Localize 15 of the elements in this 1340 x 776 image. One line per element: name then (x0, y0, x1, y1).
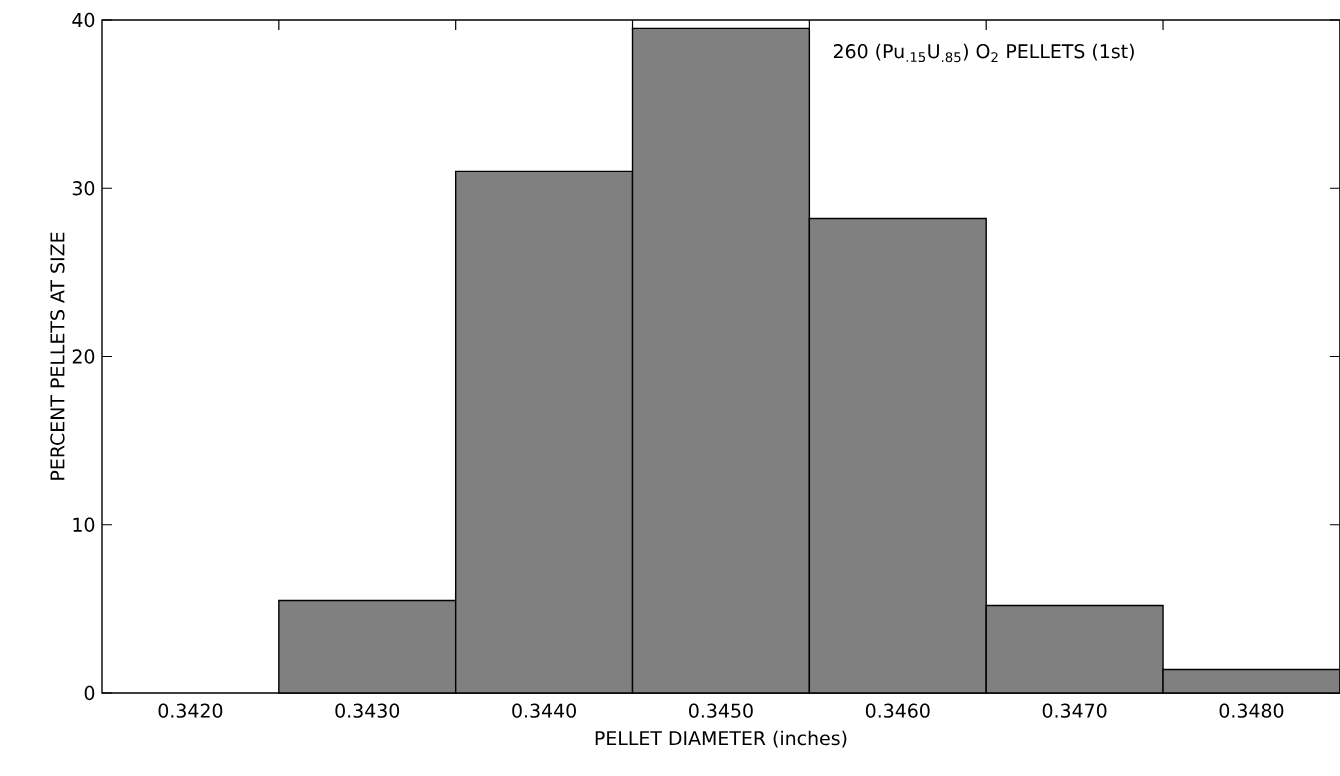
y-tick-label: 30 (72, 181, 95, 196)
x-tick-label: 0.3440 (512, 703, 576, 718)
x-tick-label: 0.3480 (1219, 703, 1284, 718)
y-tick-label: 20 (72, 349, 95, 364)
y-tick-label: 0 (84, 685, 95, 701)
x-tick-label: 0.3450 (689, 703, 753, 718)
y-tick-label: 10 (73, 517, 95, 532)
annotation: 260 (Pu$_{.15}$U$_{.85}$) O$_{2}$ PELLETS (1st) (833, 43, 1134, 63)
x-tick-label: 0.3460 (865, 703, 930, 718)
x-tick-label: 0.3420 (158, 703, 223, 718)
x-tick-label: 0.3430 (335, 703, 400, 718)
y-tick-label: 40 (72, 12, 95, 28)
x-axis-title: PELLET DIAMETER (inches) (595, 730, 847, 748)
x-tick-label: 0.3470 (1042, 703, 1107, 718)
y-axis-title: PERCENT PELLETS AT SIZE (50, 232, 65, 480)
